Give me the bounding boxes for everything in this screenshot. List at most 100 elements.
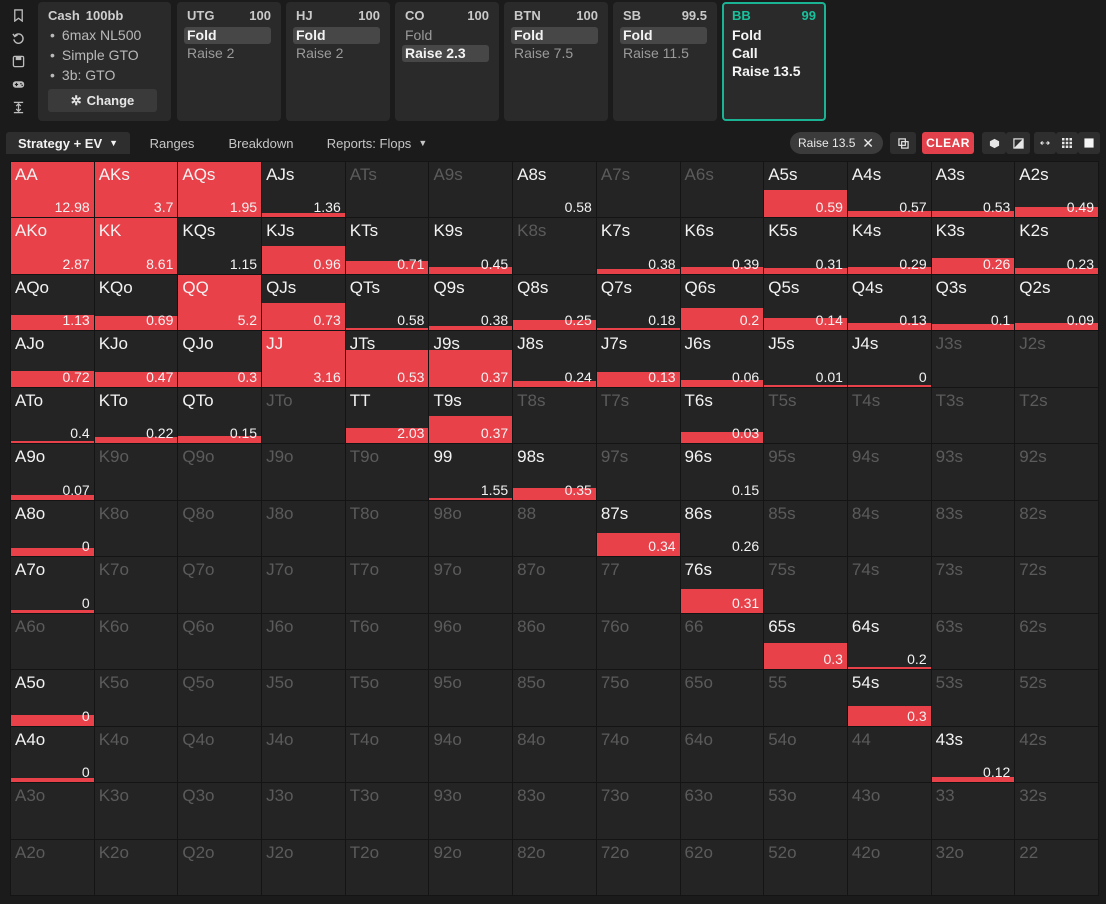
hand-cell[interactable]: 96s 0.15 bbox=[679, 443, 765, 501]
hand-cell[interactable]: KTs 0.71 bbox=[344, 217, 430, 275]
hand-cell[interactable]: 33 bbox=[930, 782, 1016, 840]
hand-cell[interactable]: T7s bbox=[595, 386, 681, 445]
hand-cell[interactable]: K7s 0.38 bbox=[595, 217, 681, 275]
hand-cell[interactable]: K6s 0.39 bbox=[679, 217, 765, 275]
hand-cell[interactable]: A7o 0 bbox=[10, 556, 95, 614]
hand-cell[interactable]: 52o bbox=[763, 838, 848, 896]
hand-cell[interactable]: 86s 0.26 bbox=[679, 499, 765, 558]
hand-cell[interactable]: A6o bbox=[10, 612, 95, 671]
hand-cell[interactable]: 85s bbox=[763, 499, 848, 558]
hand-cell[interactable]: 99 1.55 bbox=[428, 443, 514, 501]
single-view-button[interactable] bbox=[1078, 132, 1100, 154]
action-option[interactable]: Fold bbox=[511, 27, 598, 44]
hand-cell[interactable]: 76o bbox=[595, 612, 681, 671]
action-option[interactable]: Raise 2.3 bbox=[402, 45, 489, 62]
hand-cell[interactable]: T5o bbox=[344, 669, 430, 727]
hand-cell[interactable]: 52s bbox=[1014, 669, 1099, 727]
hand-cell[interactable]: 43o bbox=[846, 782, 932, 840]
filter-chip[interactable]: Raise 13.5 ✕ bbox=[790, 132, 883, 154]
hand-cell[interactable]: 63o bbox=[679, 782, 765, 840]
hand-cell[interactable]: Q6s 0.2 bbox=[679, 273, 765, 332]
hand-cell[interactable]: K3s 0.26 bbox=[930, 217, 1016, 275]
hand-cell[interactable]: A2o bbox=[10, 838, 95, 896]
hand-cell[interactable]: K9o bbox=[93, 443, 179, 501]
hand-cell[interactable]: 42s bbox=[1014, 725, 1099, 784]
hand-cell[interactable]: A8s 0.58 bbox=[512, 161, 597, 219]
hand-cell[interactable]: 42o bbox=[846, 838, 932, 896]
hand-cell[interactable]: Q9o bbox=[177, 443, 263, 501]
hand-cell[interactable]: K8o bbox=[93, 499, 179, 558]
hand-cell[interactable]: 73o bbox=[595, 782, 681, 840]
hand-cell[interactable]: QTs 0.58 bbox=[344, 273, 430, 332]
hand-cell[interactable]: K2o bbox=[93, 838, 179, 896]
hand-cell[interactable]: QJs 0.73 bbox=[261, 273, 346, 332]
hand-cell[interactable]: K8s bbox=[512, 217, 597, 275]
hand-cell[interactable]: 77 bbox=[595, 556, 681, 614]
hand-cell[interactable]: 95o bbox=[428, 669, 514, 727]
hand-cell[interactable]: Q9s 0.38 bbox=[428, 273, 514, 332]
hand-cell[interactable]: T4o bbox=[344, 725, 430, 784]
hand-cell[interactable]: J4o bbox=[261, 725, 346, 784]
hand-cell[interactable]: T3o bbox=[344, 782, 430, 840]
hand-cell[interactable]: 53o bbox=[763, 782, 848, 840]
action-option[interactable]: Raise 11.5 bbox=[623, 45, 689, 61]
hand-cell[interactable]: T2o bbox=[344, 838, 430, 896]
hand-cell[interactable]: T6o bbox=[344, 612, 430, 671]
hand-cell[interactable]: K7o bbox=[93, 556, 179, 614]
hand-cell[interactable]: J8o bbox=[261, 499, 346, 558]
hand-cell[interactable]: 72s bbox=[1014, 556, 1099, 614]
position-card-bb[interactable]: BB 99 Fold Call Raise 13.5 bbox=[722, 2, 826, 121]
hand-cell[interactable]: Q4o bbox=[177, 725, 263, 784]
hand-cell[interactable]: J5o bbox=[261, 669, 346, 727]
hand-cell[interactable]: T3s bbox=[930, 386, 1016, 445]
hand-cell[interactable]: Q7o bbox=[177, 556, 263, 614]
hand-cell[interactable]: J4s 0 bbox=[846, 330, 932, 388]
hand-cell[interactable]: AJs 1.36 bbox=[261, 161, 346, 219]
hand-cell[interactable]: A9o 0.07 bbox=[10, 443, 95, 501]
hand-cell[interactable]: T6s 0.03 bbox=[679, 386, 765, 445]
hand-cell[interactable]: 66 bbox=[679, 612, 765, 671]
hand-cell[interactable]: 32o bbox=[930, 838, 1016, 896]
clear-button[interactable]: CLEAR bbox=[922, 132, 974, 154]
close-icon[interactable]: ✕ bbox=[862, 135, 874, 151]
hand-cell[interactable]: 88 bbox=[512, 499, 597, 558]
hand-cell[interactable]: Q3s 0.1 bbox=[930, 273, 1016, 332]
hand-cell[interactable]: T5s bbox=[763, 386, 848, 445]
hand-cell[interactable]: J3s bbox=[930, 330, 1016, 388]
hand-cell[interactable]: 53s bbox=[930, 669, 1016, 727]
hand-cell[interactable]: JJ 3.16 bbox=[261, 330, 346, 388]
hand-cell[interactable]: KTo 0.22 bbox=[93, 386, 179, 445]
gamepad-icon[interactable] bbox=[8, 75, 28, 94]
save-icon[interactable] bbox=[8, 52, 28, 71]
action-option[interactable]: Raise 13.5 bbox=[732, 63, 801, 79]
hand-cell[interactable]: 96o bbox=[428, 612, 514, 671]
action-option[interactable]: Fold bbox=[293, 27, 380, 44]
contrast-view-button[interactable] bbox=[1006, 132, 1030, 154]
hand-cell[interactable]: 32s bbox=[1014, 782, 1099, 840]
hand-cell[interactable]: ATs bbox=[344, 161, 430, 219]
action-option[interactable]: Call bbox=[732, 45, 758, 61]
hand-cell[interactable]: 54s 0.3 bbox=[846, 669, 932, 727]
hand-cell[interactable]: 94o bbox=[428, 725, 514, 784]
hand-cell[interactable]: J7o bbox=[261, 556, 346, 614]
hand-cell[interactable]: 84s bbox=[846, 499, 932, 558]
hand-cell[interactable]: QJo 0.3 bbox=[177, 330, 263, 388]
hand-cell[interactable]: A7s bbox=[595, 161, 681, 219]
hand-cell[interactable]: A5o 0 bbox=[10, 669, 95, 727]
tab-ranges[interactable]: Ranges bbox=[136, 132, 208, 154]
hand-cell[interactable]: 94s bbox=[846, 443, 932, 501]
hand-cell[interactable]: 86o bbox=[512, 612, 597, 671]
hand-cell[interactable]: 43s 0.12 bbox=[930, 725, 1016, 784]
hand-cell[interactable]: 84o bbox=[512, 725, 597, 784]
hand-cell[interactable]: 83o bbox=[512, 782, 597, 840]
hand-cell[interactable]: K6o bbox=[93, 612, 179, 671]
compact-view-button[interactable] bbox=[1034, 132, 1056, 154]
position-card-hj[interactable]: HJ 100 Fold Raise 2 bbox=[286, 2, 390, 121]
hand-cell[interactable]: AA 12.98 bbox=[10, 161, 95, 219]
hand-cell[interactable]: J3o bbox=[261, 782, 346, 840]
position-card-co[interactable]: CO 100 Fold Raise 2.3 bbox=[395, 2, 499, 121]
hand-cell[interactable]: A4o 0 bbox=[10, 725, 95, 784]
hand-cell[interactable]: AJo 0.72 bbox=[10, 330, 95, 388]
action-option[interactable]: Fold bbox=[184, 27, 271, 44]
hand-cell[interactable]: AKs 3.7 bbox=[93, 161, 179, 219]
